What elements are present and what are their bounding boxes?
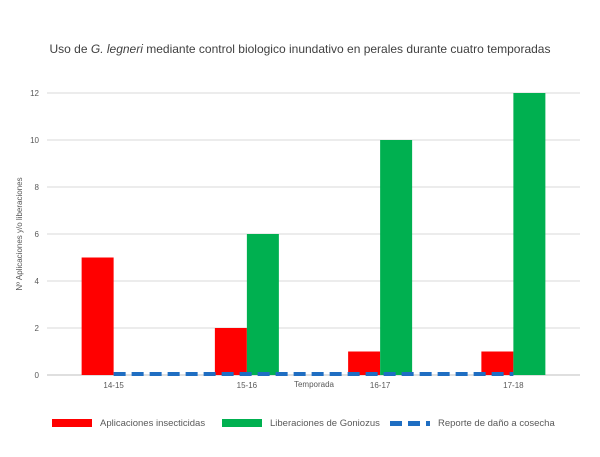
- x-tick-label: 15-16: [237, 381, 258, 390]
- legend-item-insecticidas: Aplicaciones insecticidas: [52, 415, 205, 431]
- y-tick-label: 4: [35, 277, 40, 286]
- bar-insecticidas: [481, 351, 514, 375]
- legend-item-dano: Reporte de daño a cosecha: [390, 415, 555, 431]
- bar-insecticidas: [214, 328, 247, 375]
- chart-title-prefix: Uso de: [49, 42, 91, 56]
- legend-label: Aplicaciones insecticidas: [100, 417, 206, 429]
- x-axis-ticks: 14-15 15-16 16-17 17-18: [103, 381, 524, 390]
- y-tick-label: 10: [30, 136, 39, 145]
- x-tick-label: 17-18: [503, 381, 524, 390]
- y-tick-label: 8: [35, 183, 40, 192]
- x-tick-label: 14-15: [103, 381, 124, 390]
- legend: Aplicaciones insecticidas Liberaciones d…: [0, 415, 600, 431]
- bar-goniozus: [380, 140, 413, 375]
- bars: [81, 93, 546, 375]
- chart-title-species: G. legneri: [90, 42, 143, 56]
- y-tick-label: 0: [35, 371, 40, 380]
- gridlines: [47, 92, 580, 376]
- bar-insecticidas: [81, 257, 114, 375]
- bar-goniozus: [246, 234, 279, 375]
- x-tick-label: 16-17: [370, 381, 391, 390]
- legend-label: Liberaciones de Goniozus: [270, 417, 380, 429]
- chart-title-suffix: mediante control biologico inundativo en…: [142, 42, 551, 56]
- bar-insecticidas: [348, 351, 381, 375]
- legend-item-goniozus: Liberaciones de Goniozus: [222, 415, 380, 431]
- chart-title: Uso de G. legneri mediante control biolo…: [0, 42, 600, 56]
- legend-swatch-dashed-blue: [390, 420, 430, 426]
- y-tick-label: 12: [30, 89, 39, 98]
- y-tick-label: 2: [35, 324, 40, 333]
- legend-swatch-green: [222, 419, 262, 427]
- y-axis-title: Nº Aplicaciones y/o liberaciones: [15, 177, 24, 290]
- y-axis-ticks: 0 2 4 6 8 10 12: [30, 89, 39, 380]
- x-axis-title: Temporada: [294, 380, 335, 389]
- legend-swatch-red: [52, 419, 92, 427]
- bar-goniozus: [513, 93, 546, 375]
- legend-label: Reporte de daño a cosecha: [438, 417, 555, 429]
- y-tick-label: 6: [35, 230, 40, 239]
